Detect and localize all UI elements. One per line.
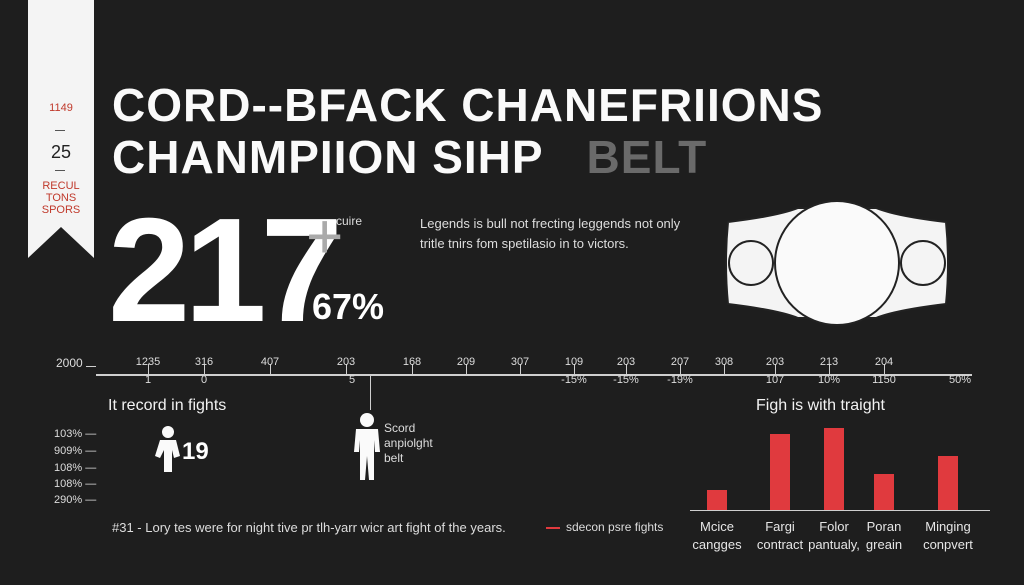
chart-bar	[770, 433, 790, 510]
timeline-bottom-label: 10%	[817, 374, 841, 386]
timeline-top-label: 1235	[135, 356, 161, 368]
ribbon-label-line: SPORS	[41, 204, 81, 216]
timeline-top-label: 407	[260, 356, 280, 368]
figure-caption: Scord anpiolght belt	[384, 421, 433, 466]
chart-bar	[707, 489, 727, 510]
timeline-bottom-label: -15%	[561, 374, 587, 386]
timeline-top-label: 203	[336, 356, 356, 368]
left-y-label: 103% —	[54, 428, 97, 440]
belt-icon	[725, 200, 949, 326]
timeline-lead	[86, 366, 96, 367]
chart-category-label: Mcice cangges	[692, 519, 742, 552]
left-y-label: 108% —	[54, 462, 97, 474]
chart-bar	[824, 427, 844, 510]
chart-categories: Mcice cangges Fargi contract Folor pantualy, P…	[690, 0, 990, 552]
timeline-bottom-label: 1150	[872, 374, 896, 386]
timeline-top-label: 168	[402, 356, 422, 368]
chart-baseline	[690, 510, 990, 511]
timeline-top-label: 316	[194, 356, 214, 368]
fighter-icon	[155, 426, 180, 472]
timeline-tick	[680, 364, 681, 374]
timeline-pointer	[370, 376, 371, 410]
timeline-tick	[884, 364, 885, 374]
page-title-line2: CHANMPIION SIHP BELT	[112, 132, 707, 182]
hero-percent: 67%	[312, 286, 385, 327]
timeline-top-label: 209	[456, 356, 476, 368]
timeline-bottom-label: -15%	[613, 374, 639, 386]
timeline-top-label: 109	[564, 356, 584, 368]
timeline-top-label: 207	[670, 356, 690, 368]
left-y-label: 909% —	[54, 445, 97, 457]
figure-caption-line: Scord	[384, 421, 416, 435]
chart-category-label: Fargi contract	[756, 519, 804, 552]
chart-category-label: Minging conpvert	[923, 519, 973, 552]
left-y-label: 108% —	[54, 478, 97, 490]
timeline-top-label: 213	[819, 356, 839, 368]
description-line: tritle tnirs fom spetilasio in to victor…	[420, 236, 629, 251]
legend-swatch	[546, 526, 560, 529]
timeline-bottom-label: 1	[144, 374, 152, 386]
page-title-main: CHANMPIION SIHP	[112, 131, 543, 183]
chart-title: Figh is with traight	[756, 397, 885, 414]
plus-icon: +	[306, 200, 344, 272]
legend-label: sdecon psre fights	[566, 520, 664, 534]
ribbon-label-line: TONS	[45, 192, 77, 204]
description-line: Legends is bull not frecting leggends no…	[420, 216, 681, 231]
timeline-tick	[520, 364, 521, 374]
timeline-bottom-labels: 1 0 5 -15% -15% -19% 107 10% 1150 50%	[0, 374, 1024, 388]
timeline-bottom-label: 5	[348, 374, 356, 386]
chart-bar	[874, 474, 894, 510]
footer-note: #31 - Lory tes were for night tive pr tl…	[112, 520, 506, 535]
timeline-tick	[270, 364, 271, 374]
legend-item: sdecon psre fights	[546, 520, 663, 534]
page-title-dim: BELT	[586, 131, 708, 183]
ribbon-badge: 1149 25 RECUL TONS SPORS	[28, 0, 94, 258]
timeline-tick	[724, 364, 725, 374]
standing-fighter-icon	[354, 413, 380, 480]
page-title-line1: CORD--BFACK CHANEFRIIONS	[112, 79, 824, 131]
chart-category-label: Folor pantualy,	[808, 519, 860, 552]
ribbon-number: 25	[50, 142, 72, 162]
timeline-tick	[775, 364, 776, 374]
timeline-top-label: 308	[714, 356, 734, 368]
left-section-heading: It record in fights	[108, 397, 227, 414]
timeline-axis	[96, 364, 972, 376]
figure-caption-line: belt	[384, 451, 404, 465]
hero-suffix: cuire	[336, 214, 363, 228]
timeline-bottom-label: -19%	[667, 374, 693, 386]
timeline-top-label: 203	[616, 356, 636, 368]
timeline-top-label: 203	[765, 356, 785, 368]
chart-bar	[938, 456, 958, 510]
timeline-tick	[148, 364, 149, 374]
ribbon-divider	[55, 130, 65, 131]
figure-caption-line: anpiolght	[384, 436, 433, 450]
timeline-left-label: 2000	[56, 356, 83, 370]
timeline-tick	[466, 364, 467, 374]
timeline-top-labels: 1235 316 407 203 168 209 307 109 203 207 308 203 213…	[0, 356, 1024, 370]
ribbon-divider	[55, 170, 65, 171]
chart-category-label: Poran greain	[865, 519, 903, 552]
hero-number: 217	[108, 188, 343, 353]
timeline-tick	[412, 364, 413, 374]
timeline-tick	[829, 364, 830, 374]
timeline-tick	[346, 364, 347, 374]
description: Legends is bull not frecting leggends no…	[420, 214, 720, 254]
timeline-bottom-label: 0	[200, 374, 208, 386]
bar-chart	[690, 420, 990, 511]
timeline-bottom-label: 50%	[948, 374, 972, 386]
timeline-bottom-label: 107	[765, 374, 785, 386]
timeline-top-label: 307	[510, 356, 530, 368]
timeline-tick	[626, 364, 627, 374]
ribbon-top-label: 1149	[49, 102, 73, 114]
fighter-number: 19	[182, 438, 209, 465]
timeline-top-label: 204	[874, 356, 894, 368]
timeline-tick	[574, 364, 575, 374]
timeline-tick	[204, 364, 205, 374]
ribbon-label-line: RECUL	[42, 180, 80, 192]
left-y-label: 290% —	[54, 494, 97, 506]
